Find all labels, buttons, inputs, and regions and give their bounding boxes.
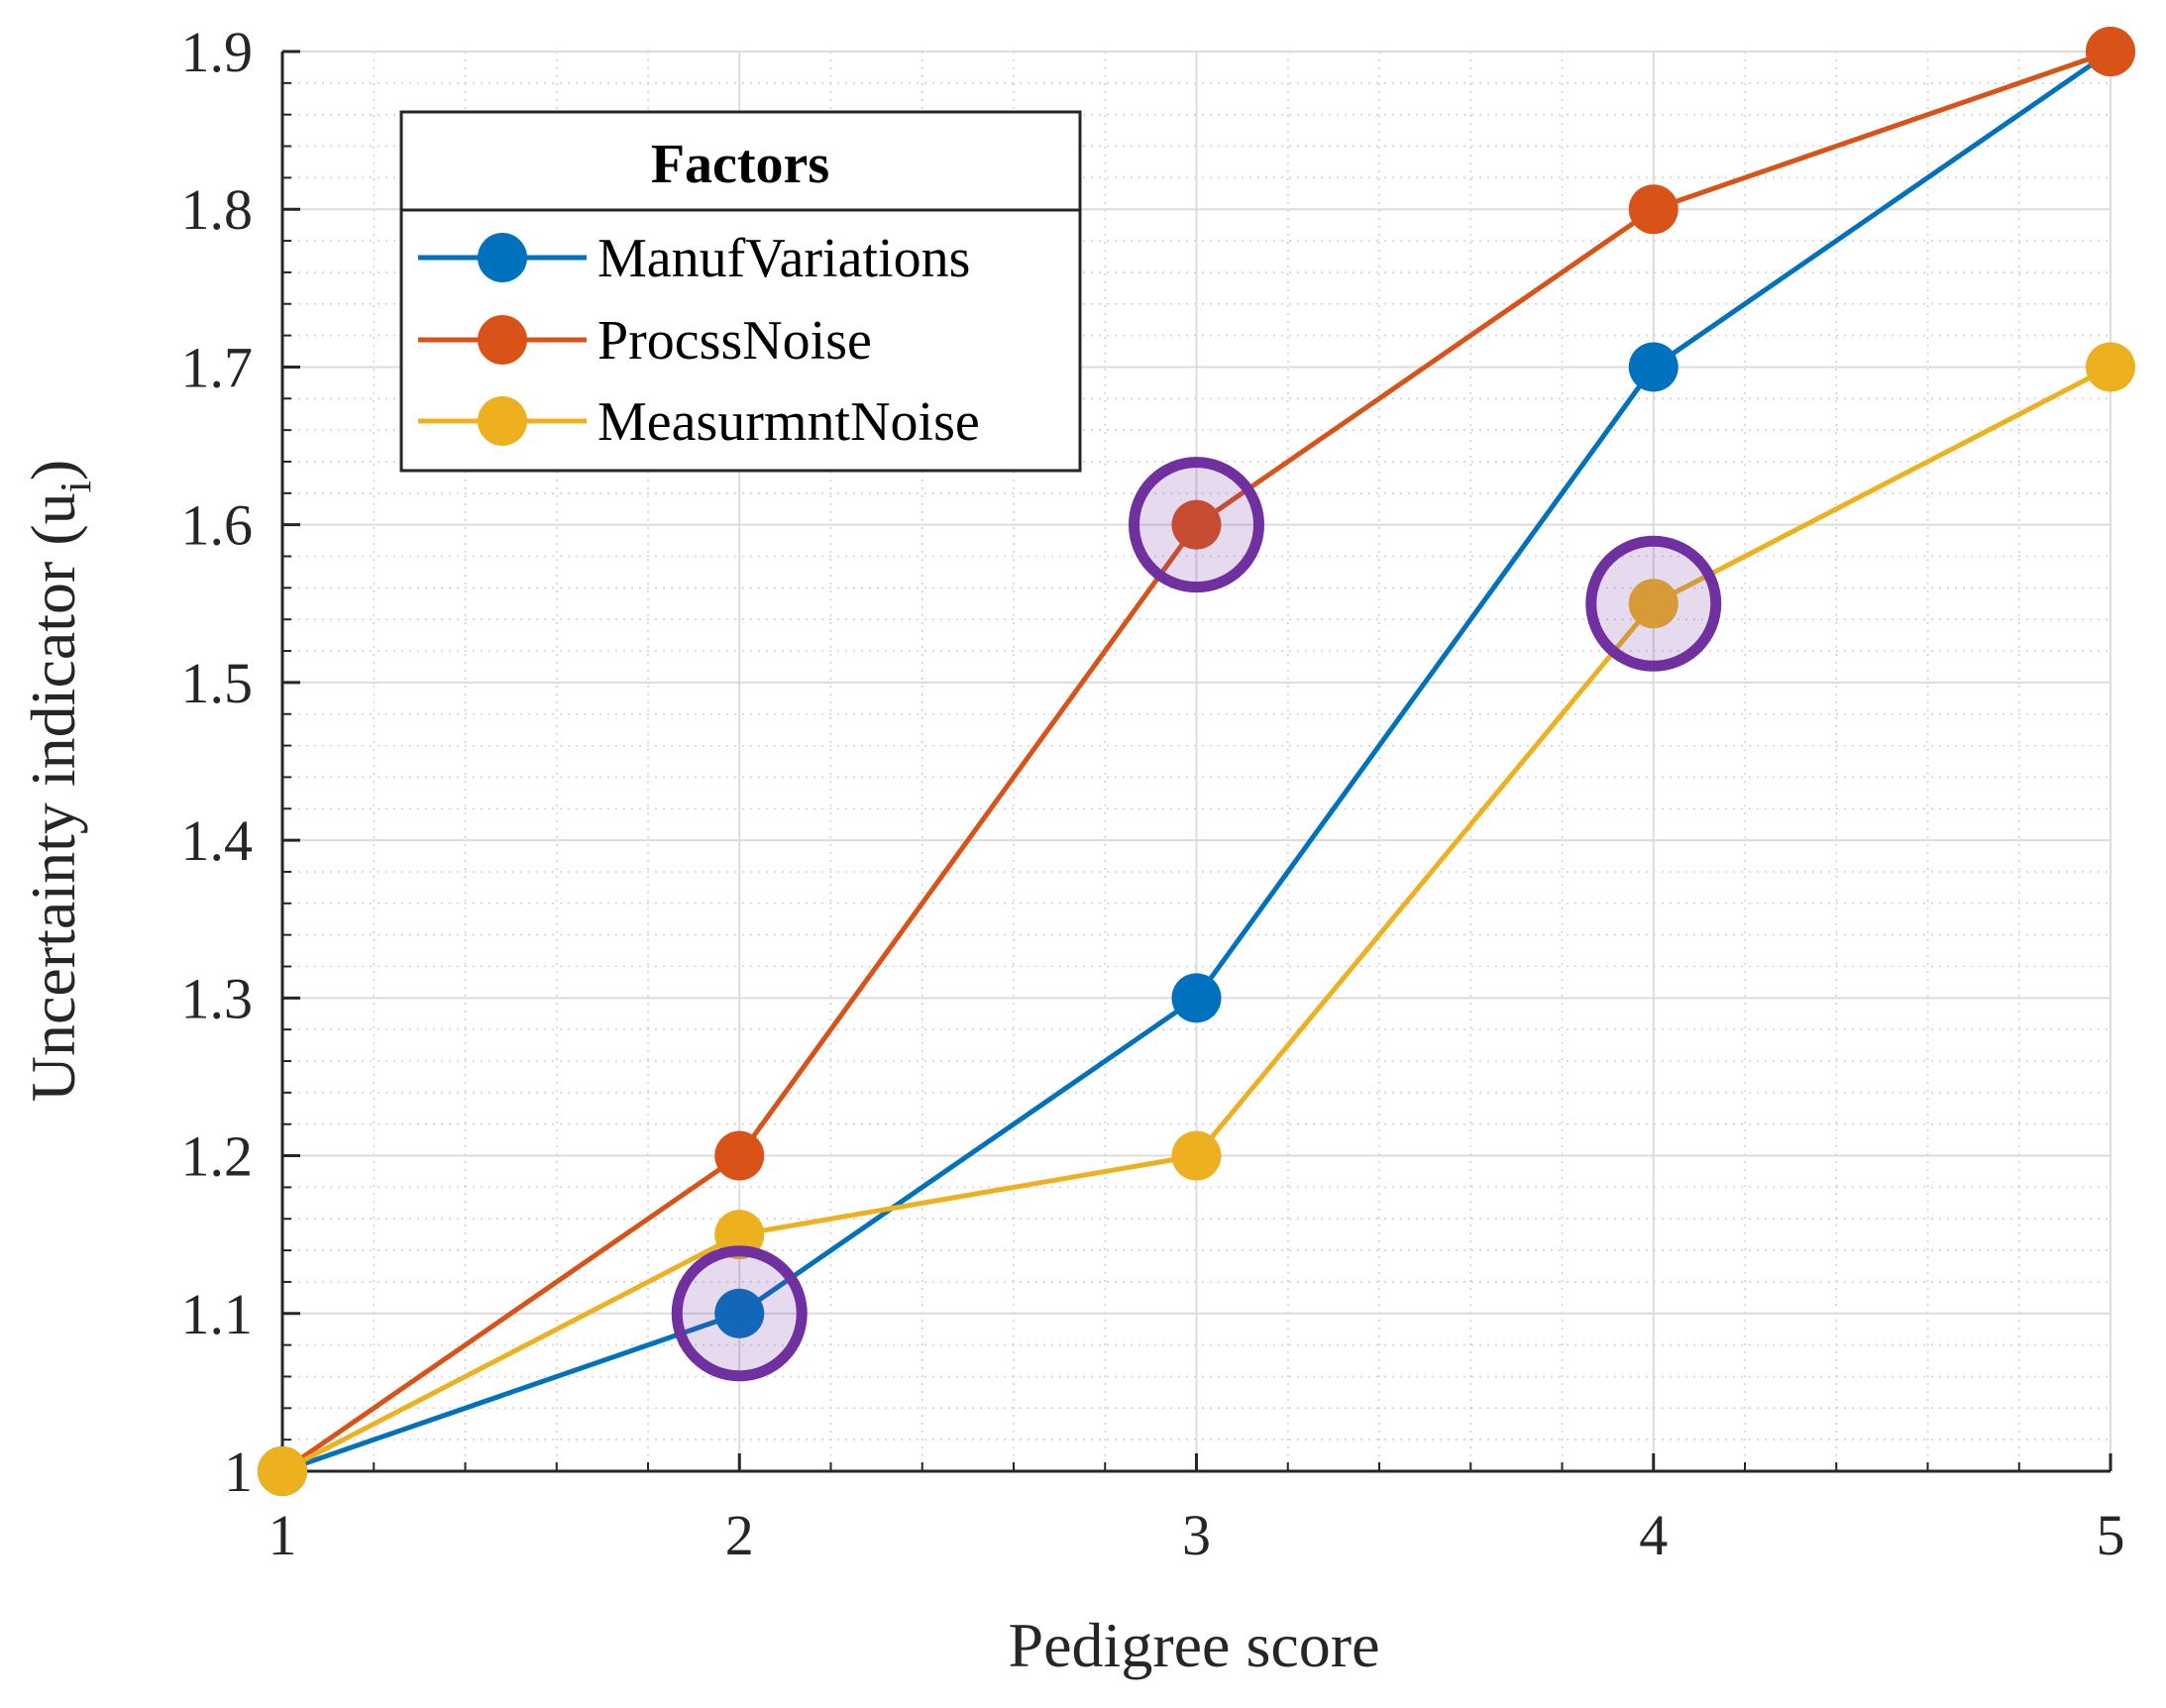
series [258,27,2135,1496]
y-tick-label: 1.3 [181,966,254,1030]
data-point [1171,1130,1222,1181]
y-axis-label-main: Uncertainty indicator (u [18,492,88,1102]
x-tick-label: 5 [2097,1503,2125,1567]
data-point [714,1130,765,1181]
data-point [1628,342,1679,392]
data-point [1628,579,1679,629]
y-tick-label: 1.8 [181,177,254,242]
y-axis-label-close: ) [18,460,88,480]
x-tick-label: 1 [269,1503,297,1567]
data-point [258,1446,307,1496]
data-point [1628,184,1679,235]
legend-marker [478,396,527,446]
x-tick-label: 2 [725,1503,754,1567]
legend-marker [478,233,527,282]
y-tick-label: 1.1 [181,1282,254,1346]
legend: Factors ManufVariations ProcssNoise Measur… [399,110,1082,473]
data-point [714,1288,765,1338]
tick-labels: 1 1.1 1.2 1.3 1.4 1.5 1.6 1.7 1.8 1.9 1 2 3 4 5 [181,20,2125,1567]
legend-title: Factors [651,134,829,195]
y-axis-label: Uncertainty indicator (ui) [18,460,100,1102]
y-tick-label: 1.6 [181,493,254,558]
highlights [671,457,1722,1382]
legend-marker [478,315,527,365]
highlight-ring [671,1245,808,1382]
y-tick-label: 1.7 [181,335,254,399]
y-tick-label: 1 [224,1440,253,1504]
highlight-ring [1585,535,1722,672]
y-tick-label: 1.5 [181,651,254,715]
legend-entries: ManufVariations ProcssNoise MeasurmntNoise [418,228,980,453]
data-point [1171,499,1222,550]
y-tick-label: 1.2 [181,1124,254,1189]
y-tick-label: 1.9 [181,20,254,84]
x-tick-label: 3 [1182,1503,1211,1567]
data-point [1171,973,1222,1023]
y-tick-label: 1.4 [181,808,254,873]
data-point [2086,27,2135,76]
axes [280,50,2112,1473]
y-axis-label-subscript: i [52,480,100,492]
legend-label: ManufVariations [597,228,970,289]
legend-label: MeasurmntNoise [597,391,980,453]
x-axis-label: Pedigree score [1009,1610,1380,1680]
x-tick-label: 4 [1639,1503,1668,1567]
legend-label: ProcssNoise [597,310,872,372]
highlight-ring [1129,457,1264,593]
data-point [2086,342,2135,392]
